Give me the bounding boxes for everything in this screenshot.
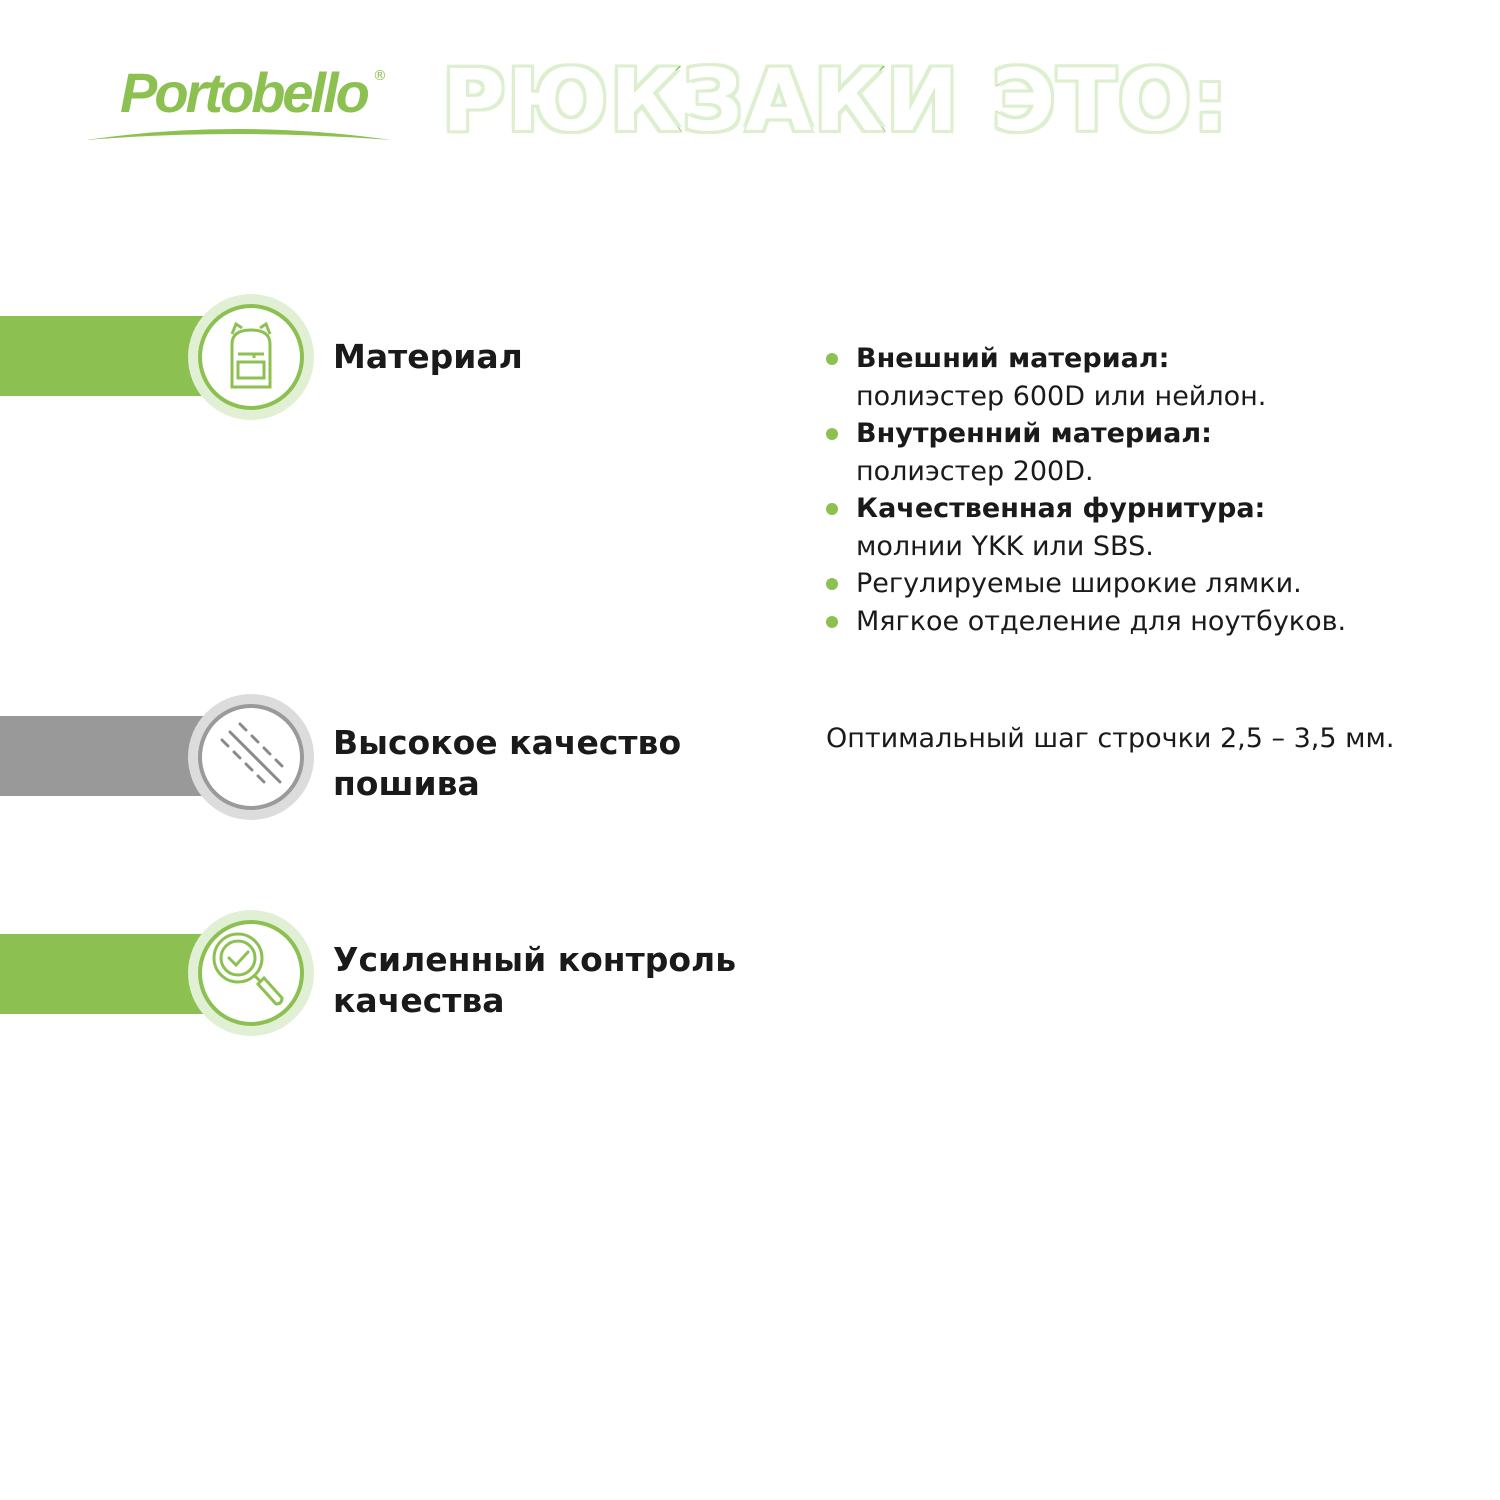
item-text: полиэстер 200D. xyxy=(856,455,1094,487)
portobello-logo: Portobello ® xyxy=(86,62,426,144)
list-item: Качественная фурнитура: молнии YKK или SB… xyxy=(826,490,1346,565)
item-text: Регулируемые широкие лямки. xyxy=(856,568,1302,599)
list-item: Внешний материал: полиэстер 600D или нейл… xyxy=(826,340,1346,415)
stitches-icon xyxy=(188,694,314,820)
title-line: качества xyxy=(333,981,505,1020)
logo-wordmark: Portobello ® xyxy=(120,62,387,124)
item-label: Внутренний материал: xyxy=(856,418,1212,449)
title-line: Материал xyxy=(333,337,523,376)
logo-text: Portobello xyxy=(120,61,370,124)
magnifier-check-icon xyxy=(188,910,314,1036)
title-line: Высокое качество xyxy=(333,723,682,762)
feature-title-material: Материал xyxy=(333,336,523,377)
list-item: Мягкое отделение для ноутбуков. xyxy=(826,603,1346,641)
registered-mark: ® xyxy=(372,68,387,84)
item-text: молнии YKK или SBS. xyxy=(856,530,1154,562)
feature-title-quality: Усиленный контроль качества xyxy=(333,939,736,1021)
feature-title-stitching: Высокое качество пошива xyxy=(333,722,681,804)
item-label: Внешний материал: xyxy=(856,343,1170,374)
stitch-note: Оптимальный шаг строчки 2,5 – 3,5 мм. xyxy=(826,723,1395,754)
title-line: пошива xyxy=(333,764,480,803)
title-line: Усиленный контроль xyxy=(333,940,737,979)
logo-swoosh-icon xyxy=(86,129,391,140)
item-label: Качественная фурнитура: xyxy=(856,493,1266,524)
item-text: Мягкое отделение для ноутбуков. xyxy=(856,605,1347,637)
backpack-icon xyxy=(188,294,314,420)
list-item: Внутренний материал: полиэстер 200D. xyxy=(826,415,1346,490)
list-item: Регулируемые широкие лямки. xyxy=(826,565,1346,603)
headline: РЮКЗАКИ ЭТО: xyxy=(440,51,1230,151)
material-details-list: Внешний материал: полиэстер 600D или нейл… xyxy=(826,340,1346,640)
item-text: полиэстер 600D или нейлон. xyxy=(856,380,1267,412)
